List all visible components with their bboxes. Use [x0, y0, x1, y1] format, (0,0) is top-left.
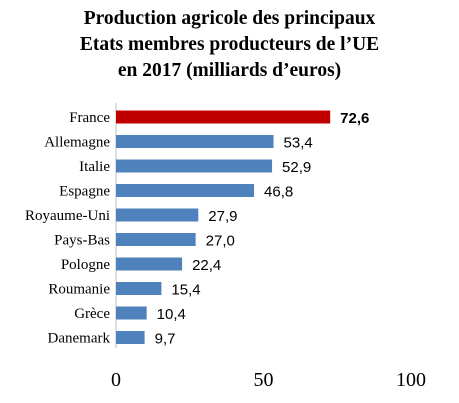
- value-label: 22,4: [192, 257, 221, 274]
- bar-espagne: [116, 184, 255, 197]
- category-label: Roumanie: [48, 282, 110, 298]
- value-label: 53,4: [284, 135, 313, 152]
- category-label: Italie: [79, 159, 110, 175]
- x-tick-label: 0: [111, 369, 121, 391]
- category-label: Royaume-Uni: [25, 208, 110, 224]
- bar-france: [116, 110, 331, 124]
- bar-roumanie: [116, 282, 162, 295]
- category-label: Pays-Bas: [54, 233, 110, 249]
- value-label: 27,9: [208, 208, 237, 225]
- chart-title: Production agricole des principaux Etats…: [0, 6, 459, 84]
- bar-pologne: [116, 257, 183, 271]
- value-label: 46,8: [264, 184, 293, 201]
- bar-allemagne: [116, 135, 274, 148]
- category-label: Grèce: [74, 306, 110, 322]
- value-label: 9,7: [155, 331, 176, 348]
- bar-italie: [116, 159, 273, 173]
- x-tick-label: 100: [396, 369, 426, 391]
- value-label: 10,4: [157, 306, 186, 323]
- category-label: France: [69, 110, 110, 126]
- category-label: Pologne: [61, 257, 111, 273]
- bar-royaume-uni: [116, 208, 199, 222]
- x-tick-label: 50: [254, 369, 274, 391]
- category-label: Allemagne: [44, 135, 110, 151]
- category-label: Espagne: [59, 184, 110, 200]
- bar-danemark: [116, 331, 145, 344]
- value-label: 27,0: [206, 233, 235, 250]
- bar-pays-bas: [116, 233, 196, 246]
- value-label: 72,6: [340, 110, 369, 127]
- value-label: 52,9: [282, 159, 311, 176]
- value-label: 15,4: [171, 282, 200, 299]
- chart-title-line-2: Etats membres producteurs de l’UE: [79, 34, 380, 55]
- chart-title-line-1: Production agricole des principaux: [83, 8, 376, 29]
- category-label: Danemark: [48, 331, 111, 347]
- chart-title-line-3: en 2017 (milliards d’euros): [117, 60, 342, 81]
- bar-gr-ce: [116, 306, 147, 320]
